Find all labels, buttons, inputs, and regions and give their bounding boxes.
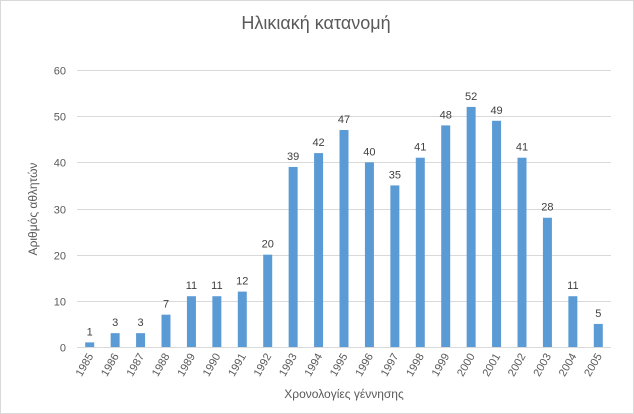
bar bbox=[517, 157, 527, 347]
bar bbox=[441, 125, 451, 348]
y-tick-labels: 0 10 20 30 40 50 60 bbox=[54, 66, 66, 355]
data-label: 52 bbox=[465, 91, 477, 103]
x-tick-label: 2001 bbox=[481, 352, 504, 379]
x-tick-label: 1992 bbox=[252, 352, 275, 379]
x-tick-label: 1990 bbox=[201, 352, 224, 379]
data-label: 49 bbox=[490, 105, 502, 117]
bars bbox=[85, 106, 603, 348]
x-tick-label: 2003 bbox=[531, 352, 554, 379]
data-label: 11 bbox=[567, 280, 578, 292]
y-tick-label: 50 bbox=[54, 112, 66, 124]
x-tick-label: 2002 bbox=[506, 352, 529, 379]
data-label: 48 bbox=[440, 109, 452, 121]
data-label: 42 bbox=[312, 137, 324, 149]
y-tick-label: 0 bbox=[60, 343, 66, 355]
bar bbox=[263, 254, 273, 347]
bar bbox=[186, 296, 196, 347]
y-tick-label: 10 bbox=[54, 297, 66, 309]
y-tick-label: 20 bbox=[54, 251, 66, 263]
data-label: 1 bbox=[87, 326, 93, 338]
data-label: 11 bbox=[186, 280, 197, 292]
data-label: 3 bbox=[138, 317, 144, 329]
bar bbox=[237, 291, 247, 347]
x-tick-label: 1994 bbox=[303, 352, 326, 379]
data-label: 47 bbox=[338, 114, 350, 126]
data-label: 28 bbox=[541, 202, 553, 214]
data-label: 20 bbox=[262, 239, 274, 251]
x-tick-label: 1993 bbox=[277, 352, 300, 379]
chart-title: Ηλικιακή κατανομή bbox=[241, 13, 391, 33]
y-tick-label: 30 bbox=[54, 205, 66, 217]
data-label: 3 bbox=[112, 317, 118, 329]
bar bbox=[161, 314, 171, 347]
x-tick-label: 1991 bbox=[226, 352, 249, 379]
x-tick-label: 1986 bbox=[99, 352, 122, 379]
data-label: 41 bbox=[516, 142, 528, 154]
bar bbox=[492, 120, 502, 347]
bar bbox=[212, 296, 222, 347]
data-label: 35 bbox=[389, 169, 401, 181]
x-tick-label: 1989 bbox=[175, 352, 198, 379]
x-tick-label: 2004 bbox=[557, 352, 580, 379]
data-label: 12 bbox=[236, 276, 248, 288]
data-label: 41 bbox=[414, 142, 426, 154]
data-labels: 1 3 3 7 11 11 12 20 39 42 47 40 35 41 48 52 49 41 28 11 5 bbox=[87, 91, 602, 338]
x-tick-label: 1999 bbox=[430, 352, 453, 379]
y-tick-label: 40 bbox=[54, 158, 66, 170]
data-label: 5 bbox=[595, 308, 601, 320]
x-tick-label: 1996 bbox=[353, 352, 376, 379]
x-tick-label: 1987 bbox=[125, 352, 148, 379]
bar bbox=[136, 333, 146, 347]
x-tick-label: 1998 bbox=[404, 352, 427, 379]
bar bbox=[314, 153, 324, 347]
bar bbox=[390, 185, 400, 347]
bar bbox=[288, 166, 298, 347]
bar bbox=[415, 157, 425, 347]
y-tick-label: 60 bbox=[54, 66, 66, 78]
x-tick-label: 1997 bbox=[379, 352, 402, 379]
x-tick-labels: 1985 1986 1987 1988 1989 1990 1991 1992 1993 1994… bbox=[74, 352, 605, 379]
bar bbox=[85, 342, 95, 347]
data-label: 40 bbox=[363, 146, 375, 158]
bar bbox=[466, 106, 476, 348]
data-label: 39 bbox=[287, 151, 299, 163]
x-tick-label: 1985 bbox=[74, 352, 97, 379]
x-axis-title: Χρονολογίες γέννησης bbox=[284, 387, 404, 401]
bar bbox=[110, 333, 120, 347]
x-tick-label: 2000 bbox=[455, 352, 478, 379]
bar bbox=[339, 130, 349, 347]
bar bbox=[593, 323, 603, 347]
data-label: 7 bbox=[163, 299, 169, 311]
x-tick-label: 2005 bbox=[582, 352, 605, 379]
x-tick-label: 1995 bbox=[328, 352, 351, 379]
x-tick-label: 1988 bbox=[150, 352, 173, 379]
bar bbox=[568, 296, 578, 347]
bar bbox=[542, 217, 552, 347]
bar bbox=[364, 162, 374, 347]
data-label: 11 bbox=[211, 280, 222, 292]
